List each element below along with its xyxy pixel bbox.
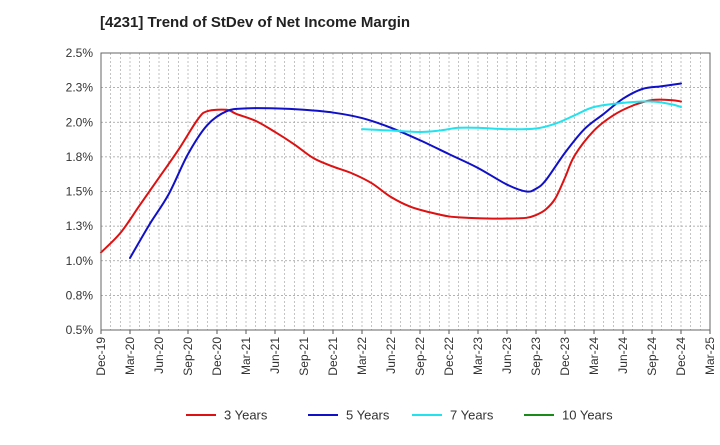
x-tick-label: Mar-20 — [123, 337, 137, 375]
chart-title: [4231] Trend of StDev of Net Income Marg… — [100, 14, 411, 31]
x-tick-label: Jun-21 — [268, 337, 282, 374]
x-tick-label: Sep-20 — [181, 337, 195, 376]
x-tick-label: Sep-22 — [413, 337, 427, 376]
y-tick-label: 2.5% — [66, 46, 94, 60]
x-tick-label: Jun-24 — [616, 337, 630, 374]
x-tick-label: Jun-22 — [384, 337, 398, 374]
series-lines — [100, 82, 682, 259]
x-tick-label: Dec-22 — [442, 337, 456, 376]
y-tick-label: 1.0% — [66, 254, 94, 268]
x-tick-label: Jun-20 — [152, 337, 166, 374]
series-line-2 — [129, 82, 682, 259]
y-tick-label: 2.3% — [66, 81, 94, 95]
x-tick-label: Jun-23 — [500, 337, 514, 374]
x-tick-label: Dec-21 — [326, 337, 340, 376]
x-tick-label: Mar-22 — [355, 337, 369, 375]
plot-frame — [100, 52, 711, 331]
y-tick-label: 0.5% — [66, 323, 94, 337]
x-tick-label: Mar-25 — [703, 337, 717, 375]
x-tick-label: Sep-24 — [645, 337, 659, 376]
x-tick-label: Mar-21 — [239, 337, 253, 375]
legend-label-3: 7 Years — [450, 408, 494, 423]
y-tick-label: 1.3% — [66, 219, 94, 233]
x-tick-label: Mar-24 — [587, 337, 601, 375]
series-line-3 — [361, 100, 682, 133]
legend: 3 Years 5 Years 7 Years 10 Years — [186, 408, 613, 423]
grid-lines — [101, 53, 710, 330]
x-tick-label: Dec-20 — [210, 337, 224, 376]
axes: 0.5% 0.8% 1.0% 1.3% 1.5% 1.8% 2.0% 2.3% 2.5% Dec-… — [66, 46, 717, 376]
x-tick-label: Dec-24 — [674, 337, 688, 376]
y-tick-label: 2.0% — [66, 115, 94, 129]
y-tick-label: 1.5% — [66, 185, 94, 199]
legend-label-2: 5 Years — [346, 408, 390, 423]
x-tick-label: Dec-19 — [94, 337, 108, 376]
x-tick-label: Dec-23 — [558, 337, 572, 376]
x-tick-label: Sep-21 — [297, 337, 311, 376]
series-line-1 — [100, 98, 682, 254]
legend-label-4: 10 Years — [562, 408, 613, 423]
y-tick-label: 0.8% — [66, 288, 94, 302]
x-tick-label: Sep-23 — [529, 337, 543, 376]
legend-label-1: 3 Years — [224, 408, 268, 423]
x-tick-label: Mar-23 — [471, 337, 485, 375]
y-tick-label: 1.8% — [66, 150, 94, 164]
